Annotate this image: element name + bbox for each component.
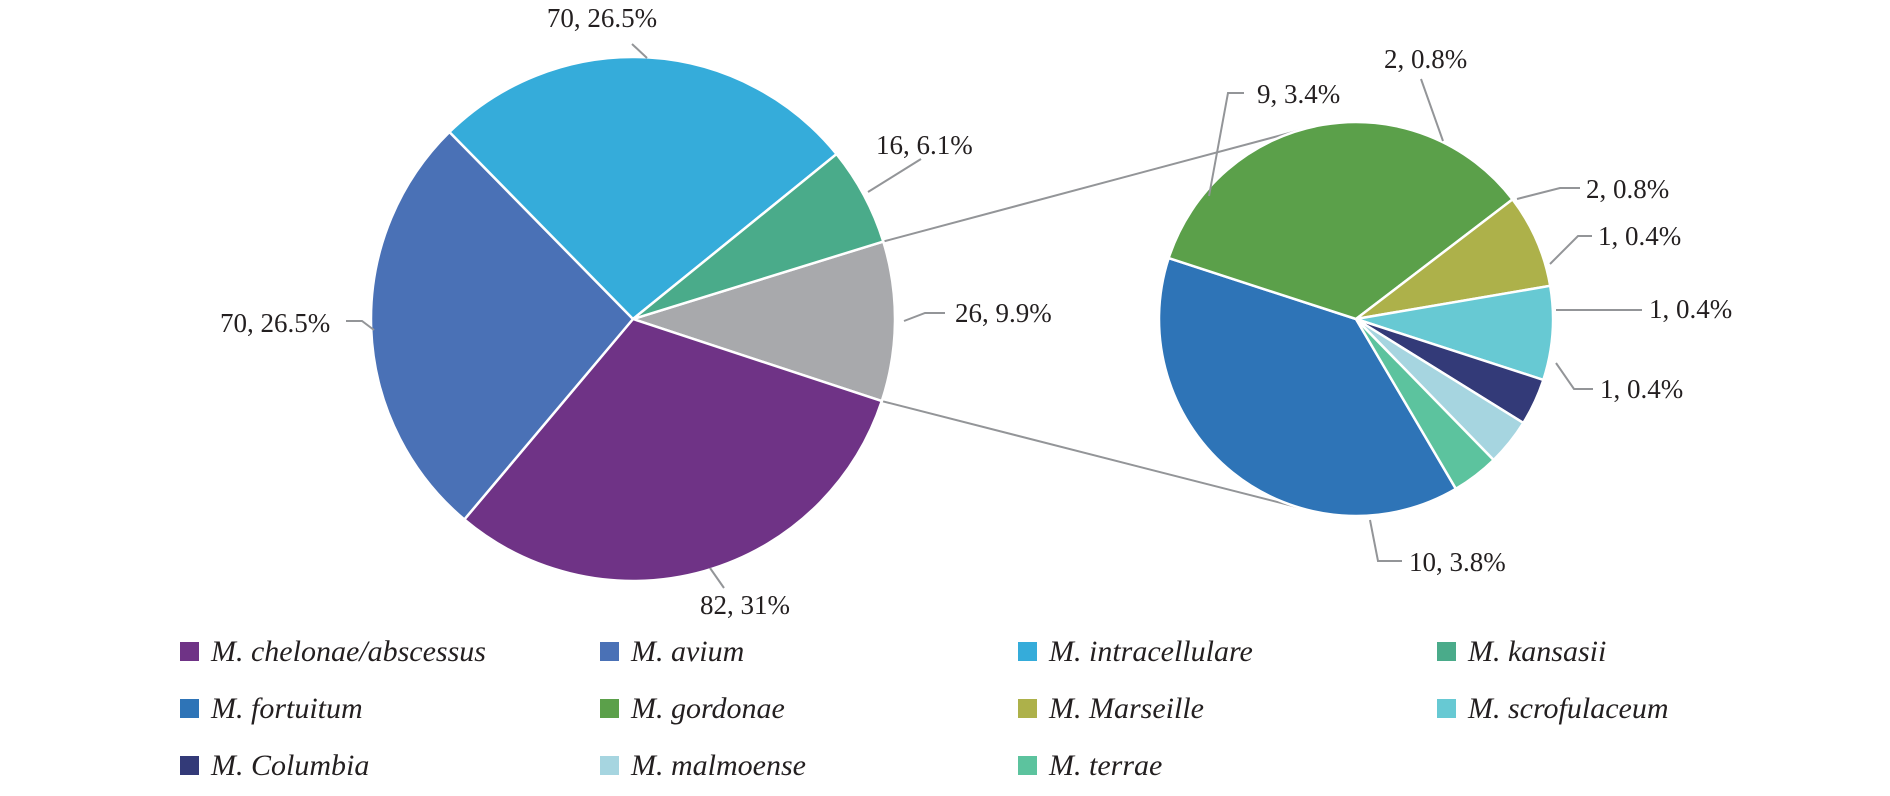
secondary-slice-m-scrofulaceum xyxy=(1355,284,1555,382)
legend-swatch-m-fortuitum xyxy=(180,699,199,718)
secondary-pie xyxy=(1157,120,1555,518)
label-main-kansasii-leader xyxy=(867,158,922,193)
legend-label-m-malmoense: M. malmoense xyxy=(630,749,806,782)
legend-swatch-m-scrofulaceum xyxy=(1437,699,1456,718)
label-sec-terrae: 1, 0.4% xyxy=(1600,374,1683,404)
legend-swatch-m-columbia xyxy=(180,756,199,775)
label-sec-columbia: 1, 0.4% xyxy=(1598,221,1681,251)
legend-swatch-m-avium xyxy=(600,642,619,661)
label-main-chelonae: 82, 31% xyxy=(700,590,790,620)
label-sec-gordonae-leader xyxy=(1208,92,1244,197)
secondary-slice-m-marseille xyxy=(1355,197,1552,321)
label-sec-marseille-leader xyxy=(1420,78,1444,142)
legend: M. chelonae/abscessus M. avium M. intracel… xyxy=(180,635,1669,782)
label-sec-columbia-leader xyxy=(1549,235,1592,265)
main-pie xyxy=(369,55,897,583)
label-sec-fortuitum-leader xyxy=(1369,519,1402,562)
label-sec-gordonae: 9, 3.4% xyxy=(1257,79,1340,109)
label-sec-malmoense: 1, 0.4% xyxy=(1649,294,1732,324)
legend-label-m-marseille: M. Marseille xyxy=(1048,692,1204,725)
label-sec-scrofulaceum-leader xyxy=(1516,187,1580,200)
legend-label-m-kansasii: M. kansasii xyxy=(1467,635,1606,668)
legend-label-m-avium: M. avium xyxy=(630,635,744,668)
main-slice-other xyxy=(628,239,897,403)
label-main-other: 26, 9.9% xyxy=(955,298,1052,328)
secondary-slice-m-terrae xyxy=(1354,318,1496,491)
legend-swatch-m-marseille xyxy=(1018,699,1037,718)
main-slice-m-chelonae-abscessus xyxy=(462,317,884,583)
label-main-intracellulare-leader xyxy=(631,43,648,59)
secondary-slice-m-fortuitum xyxy=(1157,256,1458,518)
main-slice-m-intracellulare xyxy=(447,55,839,321)
legend-label-m-scrofulaceum: M. scrofulaceum xyxy=(1467,692,1669,725)
label-main-other-leader xyxy=(903,312,945,322)
legend-swatch-m-intracellulare xyxy=(1018,642,1037,661)
label-sec-fortuitum: 10, 3.8% xyxy=(1409,547,1506,577)
legend-label-m-chelonae-abscessus: M. chelonae/abscessus xyxy=(210,635,486,668)
label-main-kansasii: 16, 6.1% xyxy=(876,130,973,160)
legend-swatch-m-terrae xyxy=(1018,756,1037,775)
legend-swatch-m-chelonae-abscessus xyxy=(180,642,199,661)
legend-swatch-m-gordonae xyxy=(600,699,619,718)
legend-swatch-m-malmoense xyxy=(600,756,619,775)
label-sec-terrae-leader xyxy=(1555,362,1593,390)
label-sec-marseille: 2, 0.8% xyxy=(1384,44,1467,74)
label-main-avium: 70, 26.5% xyxy=(220,308,330,338)
legend-label-m-gordonae: M. gordonae xyxy=(630,692,785,725)
connector-lines xyxy=(881,129,1299,509)
legend-label-m-intracellulare: M. intracellulare xyxy=(1048,635,1253,668)
main-slice-m-kansasii xyxy=(632,152,885,321)
connector-line-top xyxy=(883,129,1299,243)
legend-label-m-columbia: M. Columbia xyxy=(210,749,369,782)
secondary-slice-m-gordonae xyxy=(1167,120,1515,321)
legend-label-m-fortuitum: M. fortuitum xyxy=(210,692,363,725)
label-main-avium-leader xyxy=(346,320,375,331)
label-sec-scrofulaceum: 2, 0.8% xyxy=(1586,174,1669,204)
data-labels: 70, 26.5% 16, 6.1% 26, 9.9% 70, 26.5% 82, 31… xyxy=(220,3,1732,620)
connector-line-bottom xyxy=(881,400,1299,509)
label-main-intracellulare: 70, 26.5% xyxy=(547,3,657,33)
legend-swatch-m-kansasii xyxy=(1437,642,1456,661)
label-main-chelonae-leader xyxy=(709,567,725,589)
legend-label-m-terrae: M. terrae xyxy=(1048,749,1162,782)
